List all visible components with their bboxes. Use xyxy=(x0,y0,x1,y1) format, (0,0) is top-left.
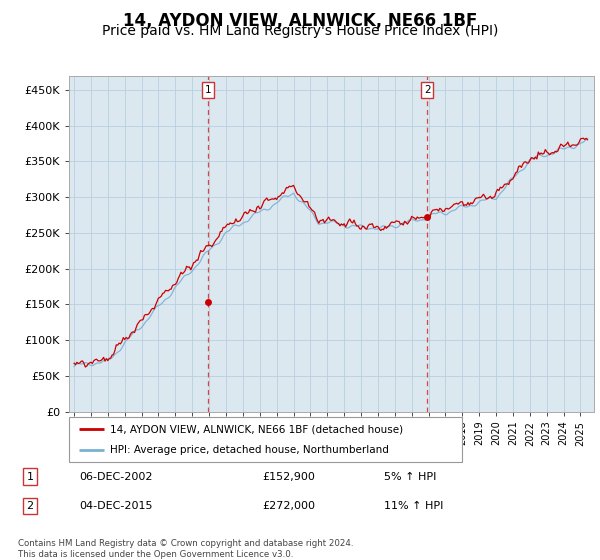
Text: £272,000: £272,000 xyxy=(262,501,315,511)
Text: 1: 1 xyxy=(26,472,34,482)
Text: 11% ↑ HPI: 11% ↑ HPI xyxy=(385,501,444,511)
Text: Contains HM Land Registry data © Crown copyright and database right 2024.
This d: Contains HM Land Registry data © Crown c… xyxy=(18,539,353,559)
Text: Price paid vs. HM Land Registry's House Price Index (HPI): Price paid vs. HM Land Registry's House … xyxy=(102,24,498,38)
Text: 2: 2 xyxy=(424,85,431,95)
Text: 06-DEC-2002: 06-DEC-2002 xyxy=(79,472,152,482)
Text: 5% ↑ HPI: 5% ↑ HPI xyxy=(385,472,437,482)
Text: 14, AYDON VIEW, ALNWICK, NE66 1BF (detached house): 14, AYDON VIEW, ALNWICK, NE66 1BF (detac… xyxy=(110,424,403,435)
Text: 14, AYDON VIEW, ALNWICK, NE66 1BF: 14, AYDON VIEW, ALNWICK, NE66 1BF xyxy=(123,12,477,30)
Text: 1: 1 xyxy=(205,85,211,95)
Text: £152,900: £152,900 xyxy=(262,472,315,482)
Text: 2: 2 xyxy=(26,501,34,511)
Text: 04-DEC-2015: 04-DEC-2015 xyxy=(79,501,152,511)
Text: HPI: Average price, detached house, Northumberland: HPI: Average price, detached house, Nort… xyxy=(110,445,389,455)
